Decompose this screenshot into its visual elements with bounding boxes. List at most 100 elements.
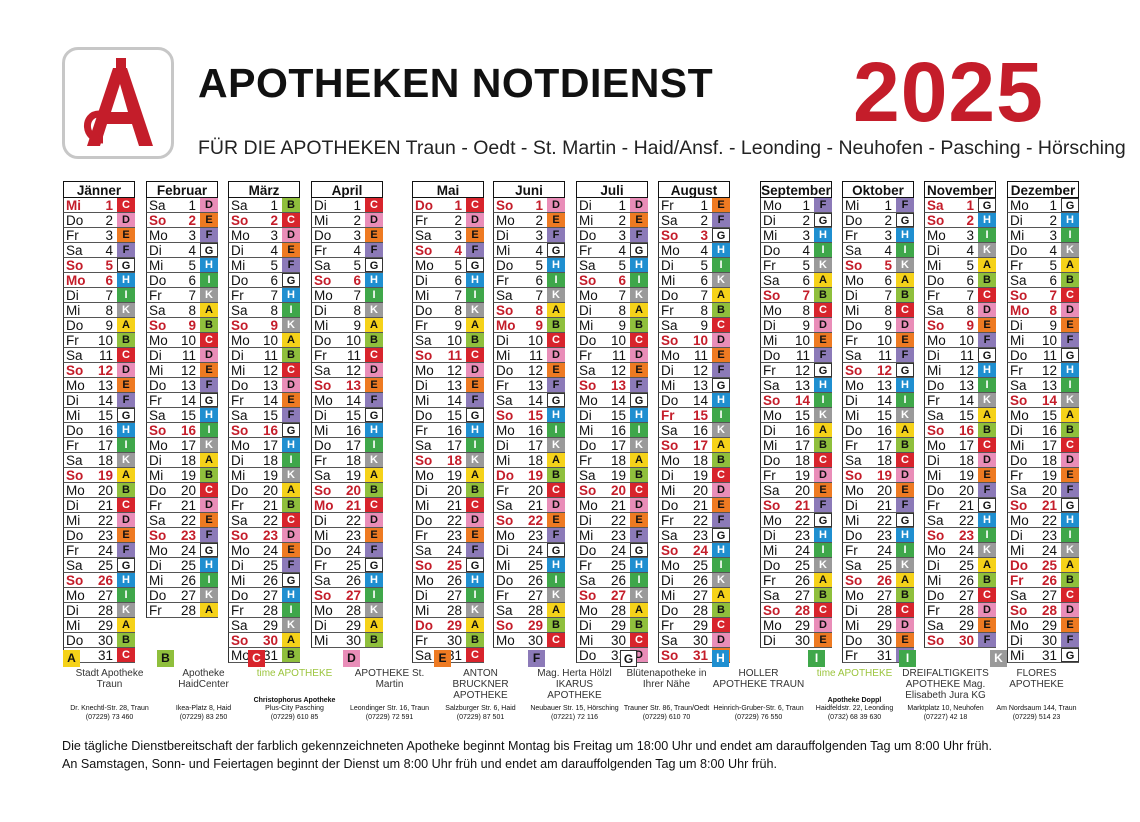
pharmacy-code: E xyxy=(896,333,914,347)
day-row: Mo 1 F xyxy=(760,198,832,213)
day-row: So 23 I xyxy=(924,528,996,543)
weekday: Mo xyxy=(845,378,864,393)
pharmacy-logo: time APOTHEKE xyxy=(816,668,893,679)
weekday: So xyxy=(579,588,597,603)
day-row: Mi 21 C xyxy=(412,498,484,513)
pharmacy-code: H xyxy=(814,228,832,242)
day-row: Fr 17 B xyxy=(842,438,914,453)
day-number: 21 xyxy=(1041,498,1057,513)
day-number: 10 xyxy=(876,333,892,348)
day-row: Mo 8 D xyxy=(1007,303,1079,318)
weekday: Fr xyxy=(496,483,509,498)
pharmacy-code: B xyxy=(712,453,730,467)
day-row: So 20 C xyxy=(576,483,648,498)
day-number: 17 xyxy=(876,438,892,453)
weekday: Do xyxy=(415,618,433,633)
weekday: Di xyxy=(763,528,776,543)
day-row: Fr 3 E xyxy=(63,228,135,243)
pharmacy-code: C xyxy=(814,303,832,317)
day-number: 26 xyxy=(262,573,278,588)
pharmacy-code: E xyxy=(547,513,565,527)
day-row: Fr 14 E xyxy=(228,393,300,408)
pharmacy-code: B xyxy=(466,633,484,647)
day-row: Sa 2 F xyxy=(658,213,730,228)
day-number: 26 xyxy=(692,573,708,588)
weekday: Do xyxy=(661,603,679,618)
day-number: 10 xyxy=(794,333,810,348)
day-number: 18 xyxy=(97,453,113,468)
pharmacy-code: H xyxy=(978,363,996,377)
day-number: 27 xyxy=(345,588,361,603)
day-row: Fr 26 B xyxy=(1007,573,1079,588)
day-number: 4 xyxy=(454,243,462,258)
pharmacy-logo: Stadt Apotheke Traun xyxy=(75,668,144,690)
pharmacy-code: I xyxy=(365,288,383,302)
day-number: 24 xyxy=(180,543,196,558)
weekday: Di xyxy=(1010,423,1023,438)
day-number: 17 xyxy=(97,438,113,453)
weekday: Do xyxy=(149,483,167,498)
day-number: 21 xyxy=(876,498,892,513)
weekday: Do xyxy=(927,483,945,498)
weekday: So xyxy=(149,318,167,333)
day-row: Fr 28 D xyxy=(924,603,996,618)
pharmacy-code: F xyxy=(365,393,383,407)
pharmacy-code: C xyxy=(1061,288,1079,302)
weekday: Mi xyxy=(66,303,81,318)
day-number: 13 xyxy=(794,378,810,393)
day-number: 11 xyxy=(1042,348,1057,363)
day-number: 16 xyxy=(610,423,626,438)
day-number: 8 xyxy=(188,303,196,318)
weekday: Fr xyxy=(415,213,428,228)
weekday: Sa xyxy=(845,243,862,258)
weekday: Mo xyxy=(149,438,168,453)
day-row: Sa 29 E xyxy=(924,618,996,633)
pharmacy-code: C xyxy=(814,603,832,617)
pharmacy-code: I xyxy=(282,303,300,317)
day-row: Mi 19 B xyxy=(146,468,218,483)
weekday: Mo xyxy=(661,558,680,573)
day-row: Di 11 D xyxy=(146,348,218,363)
day-number: 18 xyxy=(958,453,974,468)
pharmacy-code: F xyxy=(630,228,648,242)
pharmacy-code: G xyxy=(200,543,218,557)
day-row: Sa 8 D xyxy=(924,303,996,318)
weekday: Mi xyxy=(314,423,329,438)
weekday: Di xyxy=(415,483,428,498)
weekday: So xyxy=(1010,393,1028,408)
day-number: 7 xyxy=(535,288,543,303)
pharmacy-code: I xyxy=(200,273,218,287)
pharmacy-code: D xyxy=(1061,303,1079,317)
day-number: 20 xyxy=(610,483,626,498)
day-number: 2 xyxy=(884,213,892,228)
pharmacy-code: I xyxy=(547,423,565,437)
pharmacy-code: I xyxy=(365,588,383,602)
pharmacy-code: F xyxy=(547,378,565,392)
weekday: So xyxy=(579,483,597,498)
weekday: Mi xyxy=(763,228,778,243)
pharmacy-code: H xyxy=(547,558,565,572)
weekday: Di xyxy=(314,303,327,318)
pharmacy-code: I xyxy=(712,558,730,572)
day-number: 30 xyxy=(527,633,543,648)
month-name: Dezember xyxy=(1007,181,1079,198)
day-row: Mo 5 G xyxy=(412,258,484,273)
day-row: Mi 1 C xyxy=(63,198,135,213)
day-row: So 12 D xyxy=(63,363,135,378)
pharmacy-code: B xyxy=(712,303,730,317)
day-number: 1 xyxy=(884,198,892,213)
weekday: Sa xyxy=(579,573,596,588)
pharmacy-code: K xyxy=(466,453,484,467)
pharmacy-letter: E xyxy=(434,650,451,667)
day-number: 16 xyxy=(527,423,543,438)
day-row: Do 6 G xyxy=(228,273,300,288)
day-number: 19 xyxy=(262,468,278,483)
day-number: 12 xyxy=(1041,363,1057,378)
day-number: 13 xyxy=(610,378,626,393)
weekday: Sa xyxy=(1010,378,1027,393)
month-5: Juni So 1 D Mo 2 E Di 3 F Mi 4 G Do 5 H Fr 6 I Sa 7 K So 8 A Mo 9 B… xyxy=(493,181,565,648)
pharmacy-code: I xyxy=(117,288,135,302)
pharmacy-code: C xyxy=(117,648,135,662)
weekday: Di xyxy=(496,228,509,243)
weekday: Di xyxy=(763,213,776,228)
